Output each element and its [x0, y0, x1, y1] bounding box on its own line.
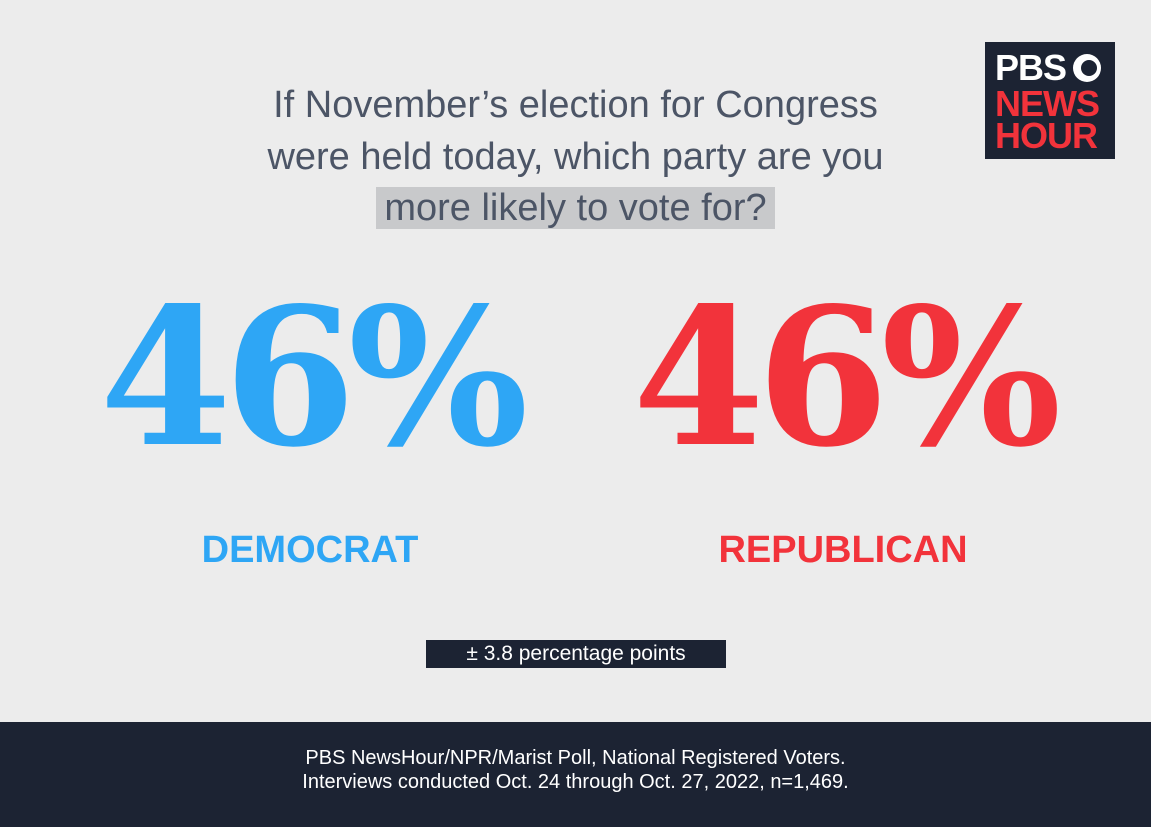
logo-text: PBS — [995, 47, 1067, 88]
question-line: were held today, which party are you — [0, 132, 1151, 182]
footer-text: Interviews conducted Oct. 24 through Oct… — [302, 771, 849, 793]
question-line: more likely to vote for? — [0, 183, 1151, 233]
footer: PBS NewsHour/NPR/Marist Poll, National R… — [0, 722, 1151, 827]
margin-of-error: ± 3.8 percentage points — [426, 640, 726, 668]
question-highlight: more likely to vote for? — [376, 187, 775, 229]
logo-text: NEWS — [995, 83, 1100, 124]
result-label: REPUBLICAN — [718, 529, 968, 571]
result-label: DEMOCRAT — [201, 529, 419, 571]
footer-text: PBS NewsHour/NPR/Marist Poll, National R… — [305, 747, 846, 769]
logo-text: HOUR — [995, 115, 1098, 156]
result-value: 46% — [99, 266, 529, 489]
question-line: If November’s election for Congress — [0, 80, 1151, 130]
logo: PBS NEWS HOUR — [985, 42, 1115, 159]
result-value: 46% — [632, 266, 1062, 489]
logo-icon — [1073, 54, 1101, 82]
question-text: If November’s election for Congress — [273, 84, 878, 126]
question-text: were held today, which party are you — [267, 136, 884, 178]
